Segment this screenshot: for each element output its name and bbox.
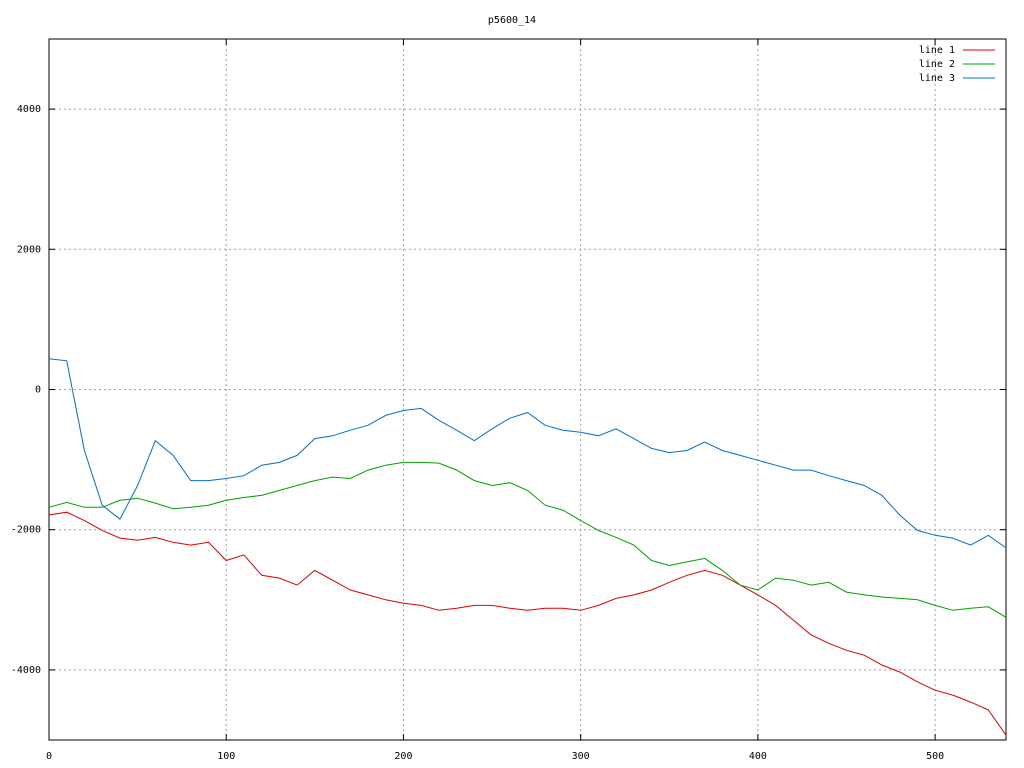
chart-title: p5600_14 (488, 15, 536, 26)
legend-label: line 1 (919, 45, 955, 56)
plot-frame (48, 38, 1007, 741)
y-tick-label: 4000 (17, 104, 41, 115)
data-line (48, 461, 1007, 618)
y-tick-label: 0 (35, 385, 41, 396)
x-tick-label: 500 (926, 751, 944, 762)
y-tick-label: 2000 (17, 244, 41, 255)
legend-label: line 3 (919, 73, 955, 84)
x-tick-label: 100 (217, 751, 235, 762)
data-line (48, 511, 1007, 736)
x-tick-label: 300 (572, 751, 590, 762)
data-line (48, 358, 1007, 549)
y-tick-label: -2000 (11, 525, 41, 536)
x-tick-label: 0 (46, 751, 52, 762)
legend-label: line 2 (919, 59, 955, 70)
x-tick-label: 400 (749, 751, 767, 762)
x-tick-label: 200 (394, 751, 412, 762)
y-tick-label: -4000 (11, 665, 41, 676)
